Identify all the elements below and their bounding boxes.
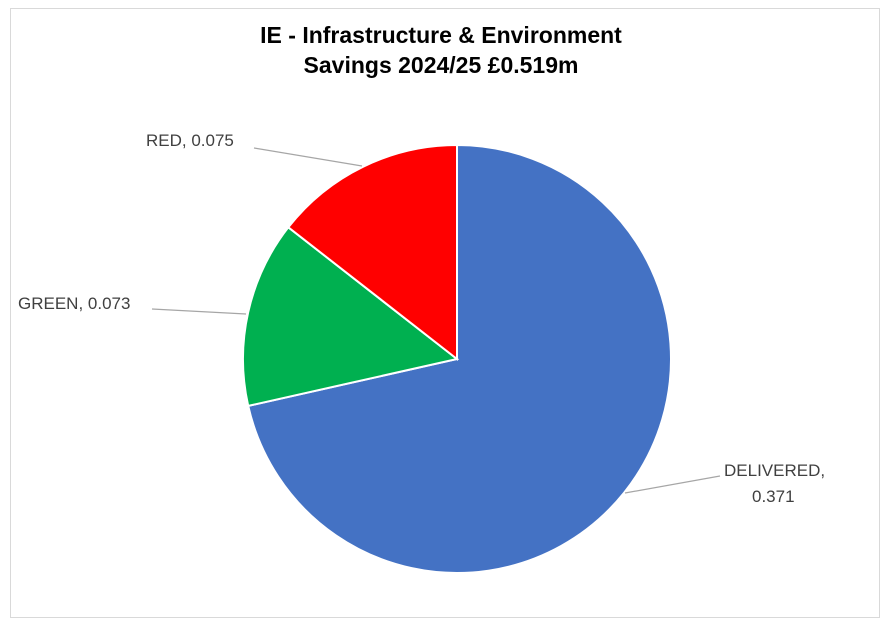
data-label-line: GREEN, 0.073	[18, 294, 130, 313]
leader-line-green	[151, 308, 247, 315]
pie-slice-green	[242, 225, 460, 408]
data-label-green: GREEN, 0.073	[18, 294, 130, 313]
chart-title: IE - Infrastructure & Environment Saving…	[0, 20, 882, 80]
leader-line-red	[253, 147, 363, 167]
chart-title-line-2: Savings 2024/25 £0.519m	[303, 52, 579, 78]
data-label-line: RED, 0.075	[146, 131, 234, 150]
leader-line-delivered	[624, 475, 721, 494]
data-label-red: RED, 0.075	[146, 131, 234, 150]
data-label-line: DELIVERED,	[724, 461, 825, 480]
pie-slice-red	[286, 143, 458, 362]
data-label-delivered: DELIVERED, 0.371	[724, 461, 825, 506]
chart-title-line-1: IE - Infrastructure & Environment	[260, 22, 622, 48]
data-label-line: 0.371	[752, 487, 795, 506]
pie-slice-delivered	[247, 143, 672, 574]
